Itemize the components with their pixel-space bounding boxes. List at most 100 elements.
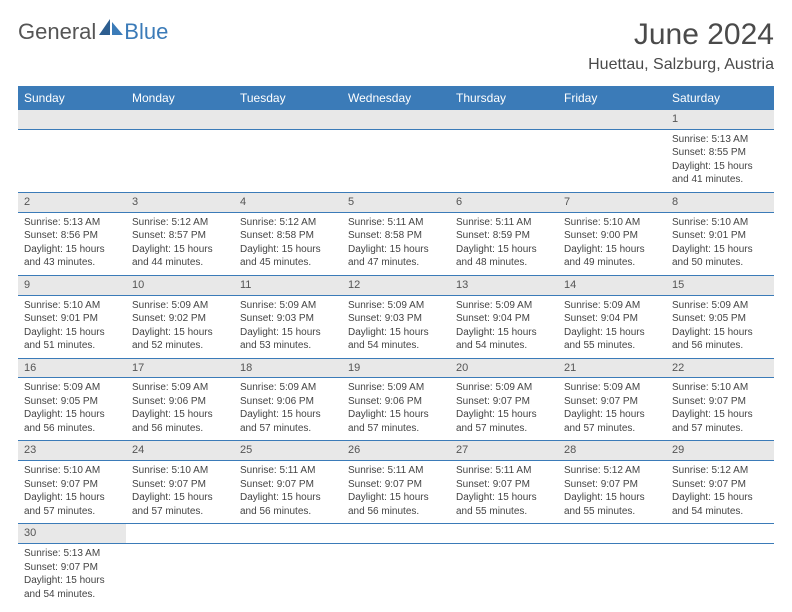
day-info-line: Daylight: 15 hours and 56 minutes. <box>672 326 768 353</box>
day-info-line: Daylight: 15 hours and 54 minutes. <box>24 574 120 601</box>
day-info-line: Sunset: 9:05 PM <box>24 395 120 409</box>
day-cell: Sunrise: 5:09 AMSunset: 9:04 PMDaylight:… <box>558 295 666 358</box>
day-number: 1 <box>666 110 774 129</box>
day-info-line: Daylight: 15 hours and 57 minutes. <box>24 491 120 518</box>
day-info-line: Daylight: 15 hours and 57 minutes. <box>240 408 336 435</box>
day-cell <box>450 129 558 192</box>
day-number-row: 2345678 <box>18 192 774 212</box>
day-number: 5 <box>342 192 450 212</box>
day-info-line: Daylight: 15 hours and 43 minutes. <box>24 243 120 270</box>
day-info-line: Daylight: 15 hours and 56 minutes. <box>348 491 444 518</box>
day-cell: Sunrise: 5:12 AMSunset: 8:57 PMDaylight:… <box>126 212 234 275</box>
day-data-row: Sunrise: 5:13 AMSunset: 8:56 PMDaylight:… <box>18 212 774 275</box>
day-info-line: Sunrise: 5:12 AM <box>564 464 660 478</box>
day-number: 13 <box>450 275 558 295</box>
day-number-row: 30 <box>18 524 774 544</box>
day-info-line: Sunset: 9:06 PM <box>132 395 228 409</box>
day-info-line: Daylight: 15 hours and 49 minutes. <box>564 243 660 270</box>
day-cell <box>342 544 450 607</box>
day-number: 26 <box>342 441 450 461</box>
day-info-line: Daylight: 15 hours and 52 minutes. <box>132 326 228 353</box>
day-info-line: Sunset: 9:03 PM <box>240 312 336 326</box>
day-info-line: Daylight: 15 hours and 45 minutes. <box>240 243 336 270</box>
day-number: 17 <box>126 358 234 378</box>
day-data-row: Sunrise: 5:10 AMSunset: 9:01 PMDaylight:… <box>18 295 774 358</box>
day-info-line: Daylight: 15 hours and 41 minutes. <box>672 160 768 187</box>
logo-sail-icon <box>98 18 124 36</box>
day-number <box>18 110 126 129</box>
location: Huettau, Salzburg, Austria <box>588 56 774 74</box>
calendar-table: Sunday Monday Tuesday Wednesday Thursday… <box>18 86 774 606</box>
day-number: 4 <box>234 192 342 212</box>
day-info-line: Sunset: 9:05 PM <box>672 312 768 326</box>
day-info-line: Sunset: 9:04 PM <box>456 312 552 326</box>
day-header: Monday <box>126 86 234 110</box>
day-number: 19 <box>342 358 450 378</box>
day-cell <box>558 129 666 192</box>
day-cell: Sunrise: 5:09 AMSunset: 9:07 PMDaylight:… <box>450 378 558 441</box>
day-cell: Sunrise: 5:09 AMSunset: 9:05 PMDaylight:… <box>666 295 774 358</box>
day-info-line: Sunset: 9:07 PM <box>564 395 660 409</box>
day-info-line: Daylight: 15 hours and 48 minutes. <box>456 243 552 270</box>
day-info-line: Sunset: 9:04 PM <box>564 312 660 326</box>
day-number <box>450 110 558 129</box>
day-cell: Sunrise: 5:09 AMSunset: 9:04 PMDaylight:… <box>450 295 558 358</box>
day-number <box>234 110 342 129</box>
day-number: 18 <box>234 358 342 378</box>
day-header-row: Sunday Monday Tuesday Wednesday Thursday… <box>18 86 774 110</box>
day-number: 12 <box>342 275 450 295</box>
day-number-row: 9101112131415 <box>18 275 774 295</box>
day-number: 21 <box>558 358 666 378</box>
day-info-line: Sunset: 9:01 PM <box>672 229 768 243</box>
day-data-row: Sunrise: 5:09 AM Sunset: 9:05 PM Daylight:… <box>18 378 774 441</box>
day-number: 2 <box>18 192 126 212</box>
day-info-line: Sunset: 9:07 PM <box>564 478 660 492</box>
day-number: 29 <box>666 441 774 461</box>
day-cell <box>18 129 126 192</box>
day-info-line: Sunrise: 5:13 AM <box>24 216 120 230</box>
day-number: 11 <box>234 275 342 295</box>
day-cell <box>234 544 342 607</box>
day-number <box>234 524 342 544</box>
day-info-line: Sunset: 9:03 PM <box>348 312 444 326</box>
day-info-line: Sunset: 8:55 PM <box>672 146 768 160</box>
day-info-line: Sunset: 9:06 PM <box>348 395 444 409</box>
day-info-line: Daylight: 15 hours and 55 minutes. <box>564 491 660 518</box>
day-cell: Sunrise: 5:10 AMSunset: 9:01 PMDaylight:… <box>18 295 126 358</box>
day-cell: Sunrise: 5:09 AMSunset: 9:07 PMDaylight:… <box>558 378 666 441</box>
day-info-line: Sunrise: 5:09 AM <box>132 299 228 313</box>
day-info-line: Daylight: 15 hours and 56 minutes. <box>240 491 336 518</box>
day-cell: Sunrise: 5:12 AMSunset: 9:07 PMDaylight:… <box>666 461 774 524</box>
day-cell <box>234 129 342 192</box>
day-info-line: Sunrise: 5:09 AM <box>132 381 228 395</box>
day-cell: Sunrise: 5:09 AMSunset: 9:05 PMDaylight:… <box>18 378 126 441</box>
day-info-line: Sunset: 8:58 PM <box>240 229 336 243</box>
day-cell: Sunrise: 5:09 AMSunset: 9:06 PMDaylight:… <box>126 378 234 441</box>
day-info-line: Sunrise: 5:09 AM <box>240 381 336 395</box>
day-cell: Sunrise: 5:11 AMSunset: 8:59 PMDaylight:… <box>450 212 558 275</box>
day-info-line: Sunrise: 5:09 AM <box>672 299 768 313</box>
day-info-line: Daylight: 15 hours and 57 minutes. <box>564 408 660 435</box>
day-cell: Sunrise: 5:10 AMSunset: 9:07 PMDaylight:… <box>126 461 234 524</box>
day-cell <box>558 544 666 607</box>
day-cell <box>342 129 450 192</box>
day-number: 24 <box>126 441 234 461</box>
day-info-line: Daylight: 15 hours and 54 minutes. <box>672 491 768 518</box>
day-cell <box>666 544 774 607</box>
day-info-line: Sunrise: 5:09 AM <box>564 299 660 313</box>
day-info-line: Sunrise: 5:09 AM <box>564 381 660 395</box>
day-info-line: Sunset: 9:07 PM <box>24 478 120 492</box>
day-header: Friday <box>558 86 666 110</box>
day-info-line: Sunset: 8:58 PM <box>348 229 444 243</box>
day-cell: Sunrise: 5:10 AMSunset: 9:07 PMDaylight:… <box>18 461 126 524</box>
day-header: Sunday <box>18 86 126 110</box>
day-number: 30 <box>18 524 126 544</box>
day-info-line: Sunset: 9:02 PM <box>132 312 228 326</box>
day-info-line: Sunset: 8:57 PM <box>132 229 228 243</box>
day-number: 7 <box>558 192 666 212</box>
day-info-line: Sunset: 9:01 PM <box>24 312 120 326</box>
day-number-row: 23242526272829 <box>18 441 774 461</box>
day-cell: Sunrise: 5:13 AMSunset: 8:56 PMDaylight:… <box>18 212 126 275</box>
logo-text-2: Blue <box>124 19 168 45</box>
day-info-line: Sunrise: 5:09 AM <box>456 299 552 313</box>
